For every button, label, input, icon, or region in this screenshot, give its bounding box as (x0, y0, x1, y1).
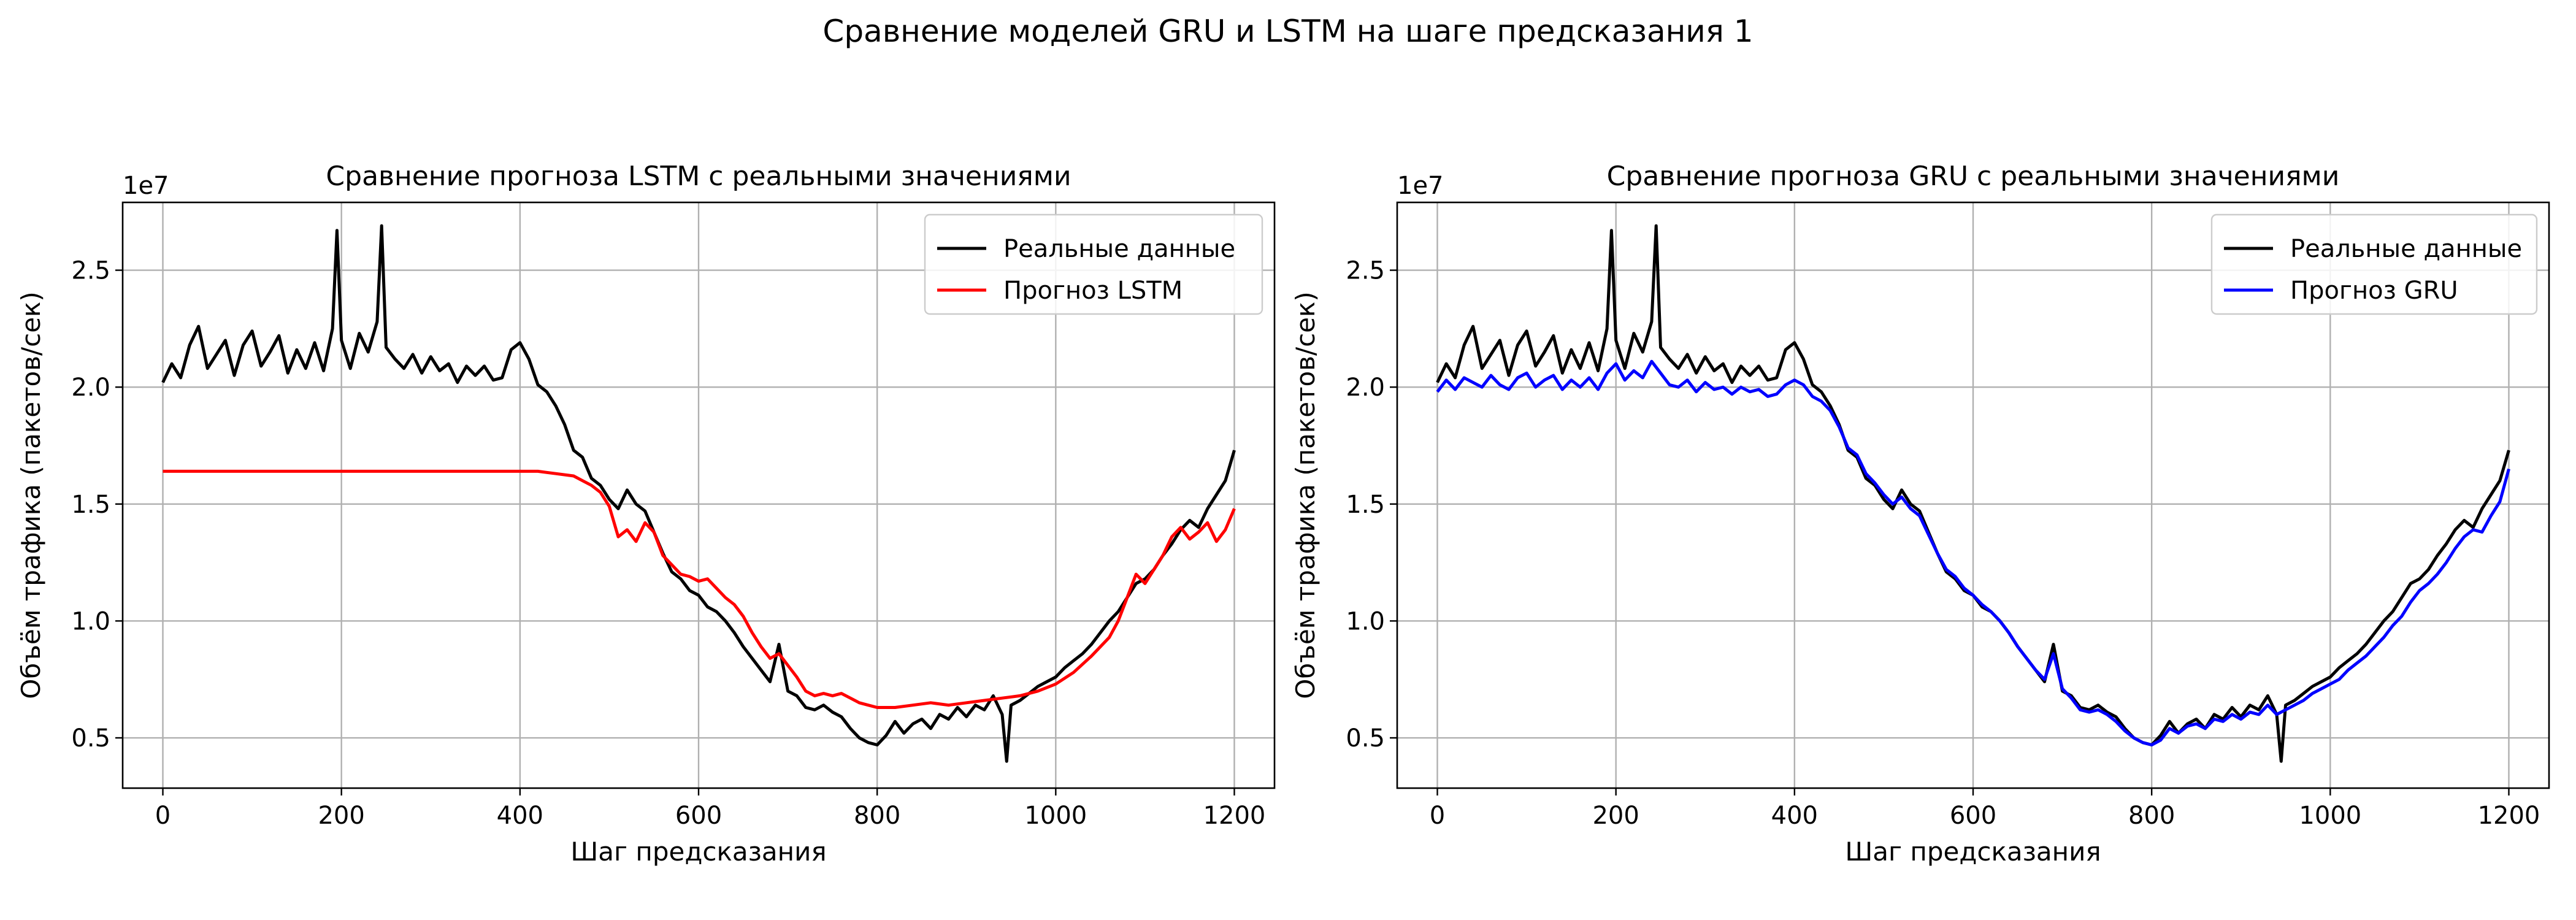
chart-title: Сравнение прогноза GRU с реальными значе… (1607, 161, 2340, 192)
x-tick-label: 0 (155, 802, 171, 830)
gru-comparison-chart: 0 200 400 600 800 1000 1200 0.5 1.0 1.5 2.0 2.5 1e7 С… (1290, 161, 2550, 867)
y-tick-label: 0.5 (1346, 724, 1385, 753)
y-tick-label: 1.0 (71, 607, 110, 635)
y-tick-label: 1.0 (1346, 607, 1385, 635)
legend: Реальные данные Прогноз GRU (2210, 213, 2538, 315)
lstm-comparison-chart: 0 200 400 600 800 1000 1200 0.5 1.0 1.5 2.0 2.5 1e7 С… (16, 161, 1276, 867)
x-tick-label: 0 (1430, 802, 1445, 830)
x-tick-label: 800 (2128, 802, 2175, 830)
x-tick-label: 600 (1950, 802, 1996, 830)
legend-box (924, 213, 1263, 315)
x-tick-label: 400 (1771, 802, 1818, 830)
legend-entry: Прогноз LSTM (1003, 277, 1183, 305)
x-tick-label: 800 (854, 802, 900, 830)
y-tick-label: 1.5 (71, 491, 110, 519)
chart-title: Сравнение прогноза LSTM с реальными знач… (326, 161, 1071, 192)
y-tick-label: 0.5 (71, 724, 110, 753)
series-line-1 (163, 469, 1236, 709)
y-axis-label: Объём трафика (пакетов/сек) (16, 291, 46, 699)
legend: Реальные данные Прогноз LSTM (924, 213, 1263, 315)
legend-entry: Реальные данные (1003, 235, 1235, 263)
legend-box (2210, 213, 2538, 315)
legend-entry: Реальные данные (2290, 235, 2522, 263)
x-tick-label: 1000 (1024, 802, 1087, 830)
y-tick-label: 1.5 (1346, 491, 1385, 519)
x-tick-label: 200 (318, 802, 364, 830)
x-tick-label: 400 (497, 802, 543, 830)
series-line-0 (161, 224, 1236, 763)
x-tick-label: 200 (1592, 802, 1639, 830)
x-tick-label: 600 (675, 802, 722, 830)
y-tick-label: 2.5 (71, 257, 110, 285)
y-tick-label: 2.0 (1346, 374, 1385, 402)
y-tick-label: 2.5 (1346, 257, 1385, 285)
y-offset-label: 1e7 (123, 172, 169, 200)
y-offset-label: 1e7 (1397, 172, 1444, 200)
legend-entry: Прогноз GRU (2290, 277, 2458, 305)
x-tick-label: 1200 (2478, 802, 2540, 830)
x-tick-label: 1200 (1203, 802, 1266, 830)
y-tick-label: 2.0 (71, 374, 110, 402)
figure-suptitle: Сравнение моделей GRU и LSTM на шаге пре… (822, 13, 1753, 49)
x-tick-label: 1000 (2299, 802, 2361, 830)
y-axis-label: Объём трафика (пакетов/сек) (1290, 291, 1321, 699)
x-axis-label: Шаг предсказания (1845, 837, 2101, 867)
series-line-1 (1436, 359, 2510, 746)
x-axis-label: Шаг предсказания (570, 837, 826, 867)
